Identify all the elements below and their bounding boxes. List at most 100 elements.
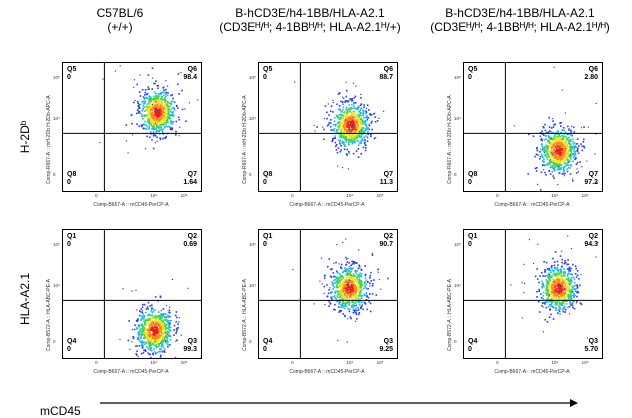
event-dot	[348, 288, 350, 291]
event-dot	[143, 335, 146, 337]
event-dot	[586, 160, 588, 162]
event-dot	[339, 150, 342, 153]
event-dot	[356, 106, 359, 109]
event-dot	[370, 114, 373, 116]
event-dot	[566, 133, 569, 135]
event-dot	[558, 289, 561, 291]
event-dot	[152, 115, 154, 117]
event-dot	[340, 116, 342, 118]
event-dot	[542, 159, 544, 162]
event-dot	[167, 110, 169, 113]
event-dot	[159, 315, 161, 318]
event-dot	[351, 124, 353, 126]
event-dot	[557, 298, 559, 300]
event-dot	[554, 291, 557, 293]
event-dot	[344, 304, 347, 307]
event-dot	[142, 317, 145, 320]
event-dot	[358, 128, 360, 131]
event-dot	[153, 332, 155, 335]
event-dot	[159, 322, 161, 324]
event-dot	[364, 124, 367, 126]
event-dot	[567, 137, 569, 140]
event-dot	[345, 284, 348, 287]
event-dot	[141, 332, 144, 335]
event-dot	[353, 261, 356, 263]
event-dot	[570, 129, 572, 132]
event-dot	[573, 155, 576, 157]
event-dot	[549, 130, 551, 132]
event-dot	[587, 126, 589, 128]
event-dot	[556, 278, 559, 281]
event-dot	[335, 144, 338, 146]
event-dot	[551, 275, 553, 277]
quadrant-percent: 0	[263, 74, 267, 81]
event-dot	[162, 331, 165, 333]
event-dot	[554, 281, 557, 283]
event-dot	[178, 93, 180, 95]
event-dot	[166, 119, 169, 121]
event-dot	[148, 126, 151, 129]
event-dot	[565, 303, 568, 305]
event-dot	[552, 144, 555, 147]
event-dot	[161, 111, 163, 114]
event-dot	[156, 85, 158, 87]
event-dot	[564, 272, 566, 274]
event-dot	[323, 128, 325, 131]
event-dot	[151, 117, 154, 119]
event-dot	[348, 270, 351, 272]
event-dot	[324, 105, 327, 107]
event-dot	[155, 338, 158, 340]
event-dot	[557, 137, 560, 140]
event-dot	[571, 288, 573, 291]
event-dot	[350, 99, 353, 102]
event-dot	[536, 149, 539, 152]
event-dot	[547, 301, 549, 304]
event-dot	[354, 124, 357, 127]
event-dot	[550, 313, 552, 316]
event-dot	[172, 97, 174, 100]
event-dot	[351, 107, 354, 110]
event-dot	[551, 302, 553, 305]
event-dot	[169, 326, 172, 329]
event-dot	[564, 159, 567, 162]
event-dot	[572, 294, 574, 297]
event-dot	[158, 111, 160, 114]
event-dot	[358, 118, 361, 121]
event-dot	[557, 183, 559, 186]
event-dot	[152, 122, 155, 125]
event-dot	[164, 106, 167, 109]
event-dot	[341, 302, 344, 305]
event-dot	[141, 110, 143, 112]
event-dot	[162, 336, 164, 338]
event-dot	[332, 101, 334, 104]
event-dot	[347, 307, 349, 310]
event-dot	[149, 353, 151, 356]
event-dot	[337, 139, 340, 141]
x-tick-label: 0	[291, 360, 294, 365]
event-dot	[163, 126, 166, 129]
event-dot	[557, 294, 559, 297]
event-dot	[560, 291, 562, 294]
event-dot	[353, 131, 356, 134]
event-dot	[556, 301, 558, 304]
event-dot	[573, 285, 575, 287]
event-dot	[567, 125, 569, 128]
event-dot	[162, 321, 164, 323]
event-dot	[168, 322, 170, 324]
event-dot	[360, 135, 362, 137]
event-dot	[350, 139, 353, 141]
event-dot	[162, 308, 165, 310]
event-dot	[323, 277, 326, 279]
event-dot	[159, 326, 161, 329]
event-dot	[332, 123, 335, 126]
event-dot	[583, 145, 585, 147]
event-dot	[564, 157, 567, 159]
event-dot	[548, 156, 550, 158]
event-dot	[565, 164, 568, 167]
event-dot	[367, 128, 369, 131]
event-dot	[566, 158, 568, 161]
event-dot	[554, 291, 556, 293]
event-dot	[135, 289, 137, 291]
event-dot	[131, 122, 133, 125]
event-dot	[553, 289, 556, 291]
